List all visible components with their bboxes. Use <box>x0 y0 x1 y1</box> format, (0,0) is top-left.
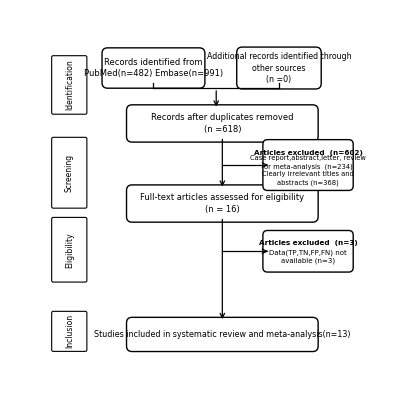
Text: Screening: Screening <box>65 154 74 192</box>
Text: Case report,abstract,letter, review
or meta-analysis  (n=234)
Clearly irrelevant: Case report,abstract,letter, review or m… <box>250 155 366 186</box>
FancyBboxPatch shape <box>52 56 87 114</box>
FancyBboxPatch shape <box>126 317 318 352</box>
FancyBboxPatch shape <box>237 47 321 89</box>
Text: Full-text articles assessed for eligibility
(n = 16): Full-text articles assessed for eligibil… <box>140 193 305 214</box>
FancyBboxPatch shape <box>52 311 87 351</box>
Text: Inclusion: Inclusion <box>65 314 74 348</box>
FancyBboxPatch shape <box>263 230 353 272</box>
FancyBboxPatch shape <box>263 140 353 190</box>
FancyBboxPatch shape <box>126 185 318 222</box>
FancyBboxPatch shape <box>126 105 318 142</box>
FancyBboxPatch shape <box>102 48 205 88</box>
Text: Records after duplicates removed
(n =618): Records after duplicates removed (n =618… <box>151 113 293 134</box>
Text: Studies included in systematic review and meta-analysis(n=13): Studies included in systematic review an… <box>94 330 351 339</box>
Text: Records identified from
PubMed(n=482) Embase(n=991): Records identified from PubMed(n=482) Em… <box>84 58 223 78</box>
Text: Identification: Identification <box>65 60 74 110</box>
FancyBboxPatch shape <box>52 218 87 282</box>
Text: Articles excluded  (n=3): Articles excluded (n=3) <box>259 240 357 246</box>
Text: Additional records identified through
other sources
(n =0): Additional records identified through ot… <box>207 52 351 84</box>
Text: Data(TP,TN,FP,FN) not
available (n=3): Data(TP,TN,FP,FN) not available (n=3) <box>269 250 347 264</box>
FancyBboxPatch shape <box>52 137 87 208</box>
Text: Eligibility: Eligibility <box>65 232 74 268</box>
Text: Articles excluded  (n=602): Articles excluded (n=602) <box>254 150 363 156</box>
